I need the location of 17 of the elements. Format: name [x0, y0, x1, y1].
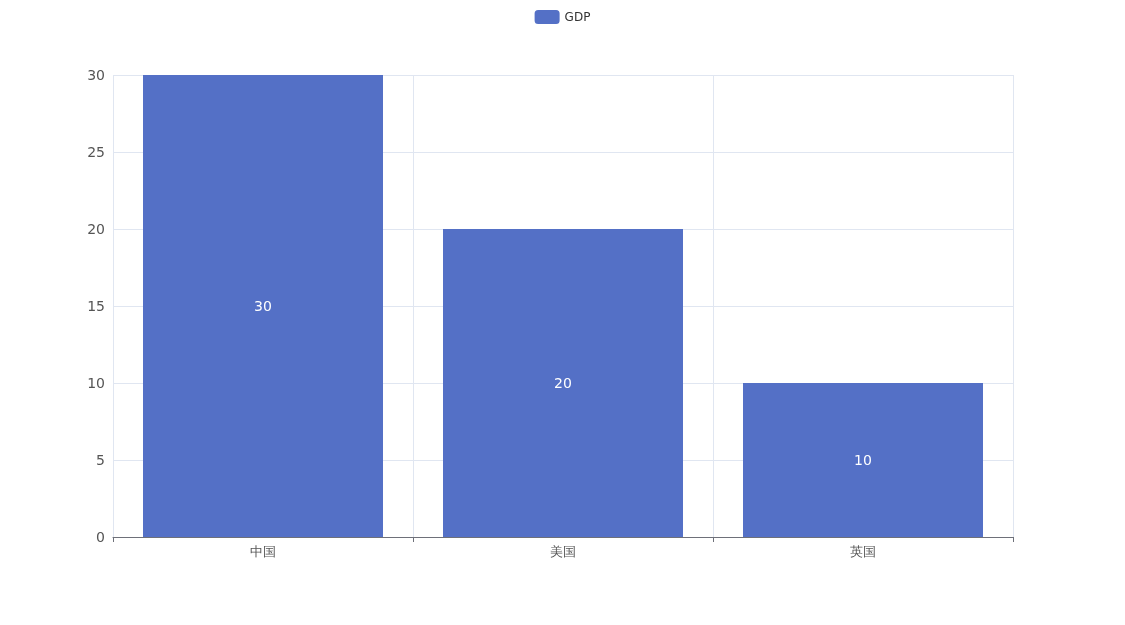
y-tick-label: 25	[87, 144, 105, 160]
y-tick-label: 0	[96, 529, 105, 545]
x-tick-label: 美国	[550, 544, 576, 559]
legend-label: GDP	[564, 10, 591, 24]
y-tick-label: 30	[87, 67, 105, 83]
x-tick-label: 英国	[850, 544, 876, 559]
data-label: 30	[254, 298, 272, 314]
data-label: 20	[554, 375, 572, 391]
y-tick-label: 20	[87, 221, 105, 237]
y-tick-label: 5	[96, 452, 105, 468]
bar	[743, 383, 983, 537]
y-tick-label: 10	[87, 375, 105, 391]
data-label: 10	[854, 452, 872, 468]
y-tick-label: 15	[87, 298, 105, 314]
bar	[443, 229, 683, 537]
x-tick-label: 中国	[250, 544, 276, 559]
bar	[143, 75, 383, 537]
